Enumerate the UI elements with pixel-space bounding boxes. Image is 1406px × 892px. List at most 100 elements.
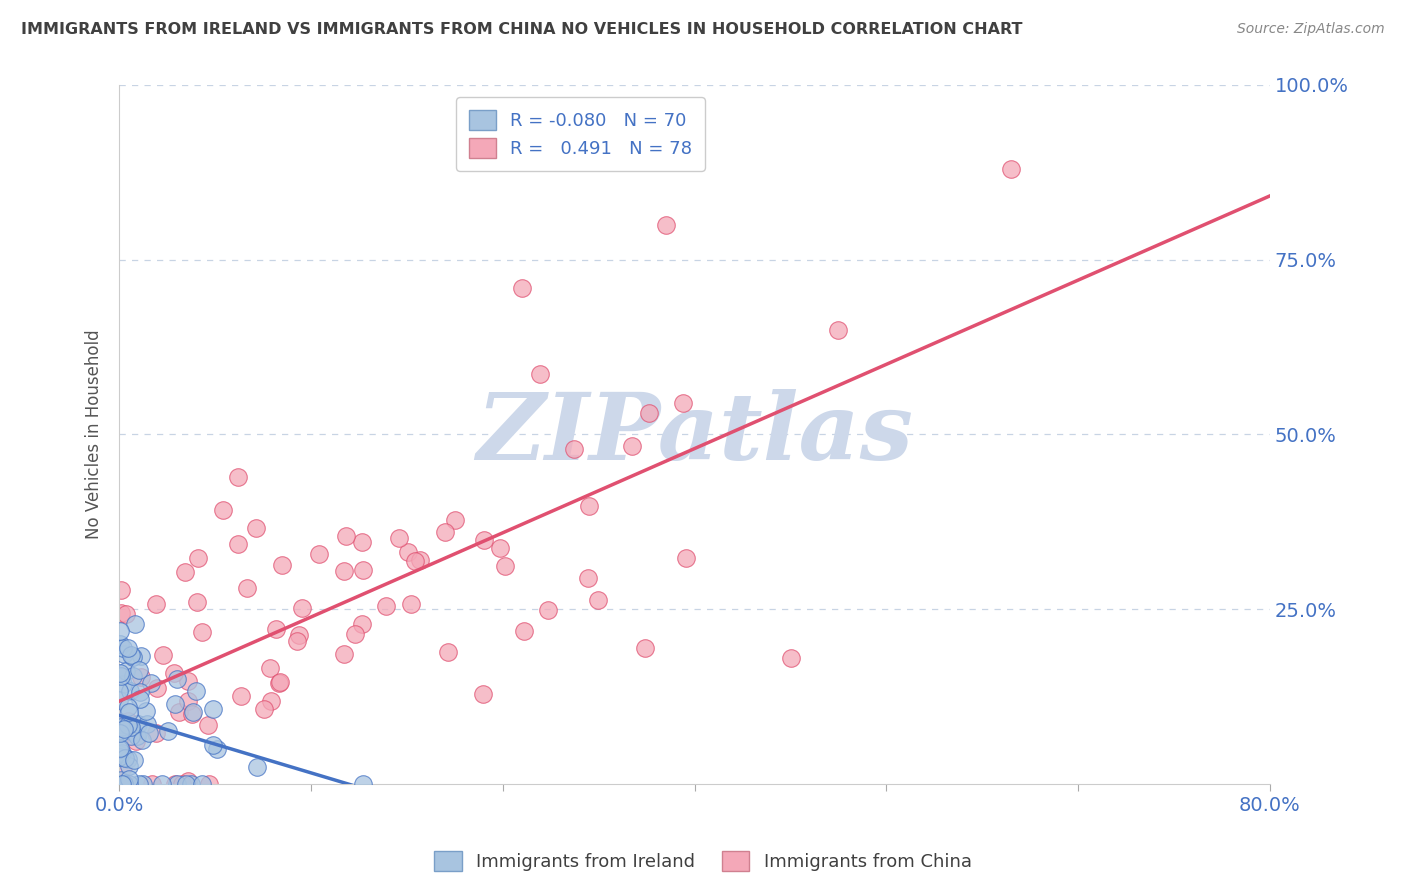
Legend: R = -0.080   N = 70, R =   0.491   N = 78: R = -0.080 N = 70, R = 0.491 N = 78 xyxy=(456,97,704,170)
Point xyxy=(270,558,292,573)
Point xyxy=(212,503,235,517)
Point xyxy=(108,693,131,707)
Point xyxy=(335,529,357,543)
Point xyxy=(177,774,200,789)
Point xyxy=(352,534,374,549)
Point xyxy=(118,684,141,698)
Point xyxy=(150,777,173,791)
Point xyxy=(576,571,599,585)
Point xyxy=(132,777,155,791)
Point xyxy=(163,697,186,711)
Point xyxy=(174,777,197,791)
Point xyxy=(374,599,396,613)
Point xyxy=(108,716,131,731)
Point xyxy=(197,718,219,732)
Point xyxy=(145,598,167,612)
Point xyxy=(269,676,291,690)
Point xyxy=(118,705,141,719)
Point xyxy=(163,777,186,791)
Point xyxy=(108,636,131,650)
Point xyxy=(510,280,533,294)
Point xyxy=(404,553,426,567)
Point xyxy=(108,624,131,639)
Point xyxy=(489,541,512,555)
Point xyxy=(145,725,167,739)
Point xyxy=(115,665,138,679)
Point xyxy=(529,367,551,381)
Point xyxy=(111,777,134,791)
Point xyxy=(181,706,204,721)
Point xyxy=(308,547,330,561)
Point xyxy=(536,602,558,616)
Legend: Immigrants from Ireland, Immigrants from China: Immigrants from Ireland, Immigrants from… xyxy=(427,844,979,879)
Point xyxy=(332,647,354,661)
Point xyxy=(259,661,281,675)
Point xyxy=(291,601,314,615)
Point xyxy=(152,648,174,662)
Point xyxy=(260,693,283,707)
Point xyxy=(672,396,695,410)
Point xyxy=(110,583,132,598)
Point xyxy=(118,777,141,791)
Point xyxy=(675,550,697,565)
Point xyxy=(399,597,422,611)
Point xyxy=(169,705,191,719)
Point xyxy=(166,672,188,686)
Point xyxy=(245,521,267,535)
Point xyxy=(111,677,134,691)
Point xyxy=(122,669,145,683)
Point xyxy=(172,777,194,791)
Point xyxy=(332,564,354,578)
Point xyxy=(108,725,131,739)
Text: IMMIGRANTS FROM IRELAND VS IMMIGRANTS FROM CHINA NO VEHICLES IN HOUSEHOLD CORREL: IMMIGRANTS FROM IRELAND VS IMMIGRANTS FR… xyxy=(21,22,1022,37)
Point xyxy=(146,681,169,695)
Point xyxy=(108,747,131,761)
Text: Source: ZipAtlas.com: Source: ZipAtlas.com xyxy=(1237,22,1385,37)
Point xyxy=(578,499,600,513)
Point xyxy=(141,777,163,791)
Point xyxy=(780,651,803,665)
Point xyxy=(120,730,142,744)
Point xyxy=(288,628,311,642)
Point xyxy=(111,746,134,760)
Point xyxy=(352,777,374,791)
Point xyxy=(121,725,143,739)
Point xyxy=(122,753,145,767)
Point xyxy=(564,442,586,457)
Point xyxy=(110,720,132,734)
Point xyxy=(236,582,259,596)
Point xyxy=(138,726,160,740)
Point xyxy=(117,700,139,714)
Point xyxy=(112,723,135,737)
Y-axis label: No Vehicles in Household: No Vehicles in Household xyxy=(86,329,103,539)
Point xyxy=(634,640,657,655)
Point xyxy=(176,693,198,707)
Point xyxy=(129,648,152,663)
Point xyxy=(128,684,150,698)
Point xyxy=(186,595,208,609)
Point xyxy=(112,777,135,791)
Point xyxy=(285,634,308,648)
Point xyxy=(128,663,150,677)
Point xyxy=(108,726,131,740)
Point xyxy=(352,617,374,632)
Point xyxy=(114,751,136,765)
Point xyxy=(494,559,516,574)
Point xyxy=(187,551,209,566)
Point xyxy=(131,732,153,747)
Point xyxy=(586,593,609,607)
Point xyxy=(163,665,186,680)
Point xyxy=(112,760,135,774)
Point xyxy=(181,705,204,719)
Point xyxy=(129,692,152,706)
Point xyxy=(264,622,287,636)
Point xyxy=(1000,161,1022,176)
Point xyxy=(245,759,267,773)
Point xyxy=(198,777,221,791)
Point xyxy=(124,617,146,632)
Point xyxy=(166,777,188,791)
Point xyxy=(176,674,198,689)
Point xyxy=(135,704,157,718)
Point xyxy=(117,718,139,732)
Point xyxy=(202,702,225,716)
